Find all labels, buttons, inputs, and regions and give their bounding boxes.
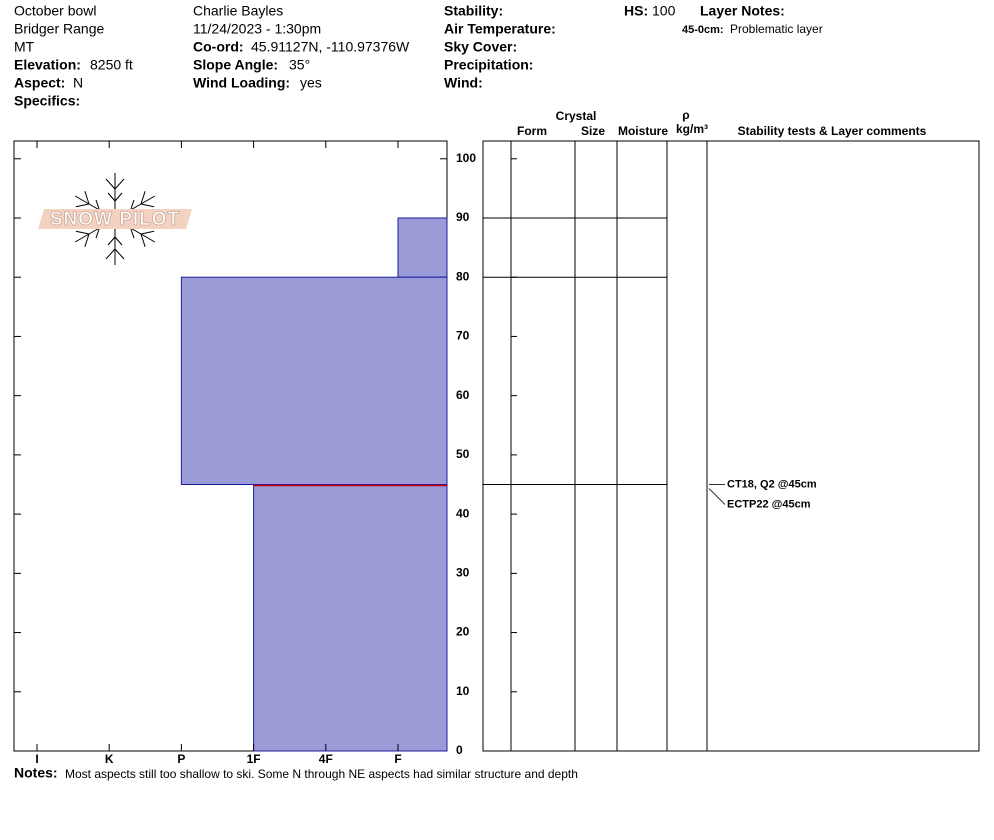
coord-label: Co-ord: xyxy=(193,39,244,55)
wind-loading: yes xyxy=(300,75,322,91)
hs: 100 xyxy=(652,3,676,19)
test-label: CT18, Q2 @45cm xyxy=(727,478,817,490)
layer xyxy=(180,276,448,485)
wind-loading-label: Wind Loading: xyxy=(193,75,290,91)
logo xyxy=(38,173,192,265)
location: October bowl xyxy=(14,3,96,19)
observer: Charlie Bayles xyxy=(193,3,283,19)
datetime: 11/24/2023 - 1:30pm xyxy=(193,21,321,37)
y-tick-label: 10 xyxy=(456,684,470,698)
x-tick-label: 1F xyxy=(247,752,261,766)
table-frame xyxy=(482,140,980,752)
y-tick-label: 30 xyxy=(456,566,470,580)
density-unit: kg/m³ xyxy=(676,122,708,136)
test-arrow xyxy=(708,488,726,505)
moisture-header: Moisture xyxy=(618,124,668,138)
slope-label: Slope Angle: xyxy=(193,57,278,73)
notes: Most aspects still too shallow to ski. S… xyxy=(65,767,578,781)
air-temp-label: Air Temperature: xyxy=(444,21,556,37)
y-tick-label: 20 xyxy=(456,625,470,639)
x-tick-label: I xyxy=(35,752,38,766)
layer-notes-label: Layer Notes: xyxy=(700,3,785,19)
size-header: Size xyxy=(581,124,605,138)
notes-label: Notes: xyxy=(14,765,58,781)
elevation: 8250 ft xyxy=(90,57,133,73)
hs-label: HS: xyxy=(624,3,648,19)
sky-label: Sky Cover: xyxy=(444,39,517,55)
x-tick-label: K xyxy=(105,752,114,766)
stability-label: Stability: xyxy=(444,3,503,19)
precip-label: Precipitation: xyxy=(444,57,533,73)
density-symbol: ρ xyxy=(682,108,689,122)
x-tick-label: P xyxy=(177,752,185,766)
wind-label: Wind: xyxy=(444,75,483,91)
elevation-label: Elevation: xyxy=(14,57,81,73)
state: MT xyxy=(14,39,35,55)
y-tick-label: 90 xyxy=(456,210,470,224)
specifics-label: Specifics: xyxy=(14,93,80,109)
aspect: N xyxy=(73,75,83,91)
y-tick-label: 50 xyxy=(456,447,470,461)
form-header: Form xyxy=(517,124,547,138)
crystal-header: Crystal xyxy=(556,109,597,123)
y-tick-label: 80 xyxy=(456,269,470,283)
layer xyxy=(397,217,448,278)
logo-text: SNOW PILOT xyxy=(50,209,180,230)
layer-note-range: 45-0cm: xyxy=(682,24,724,36)
y-tick-label: 70 xyxy=(456,329,470,343)
x-tick-label: F xyxy=(394,752,401,766)
coord: 45.91127N, -110.97376W xyxy=(251,39,410,55)
layer-note: Problematic layer xyxy=(730,22,823,36)
aspect-label: Aspect: xyxy=(14,75,65,91)
y-tick-label: 40 xyxy=(456,506,470,520)
test-label: ECTP22 @45cm xyxy=(727,498,811,510)
layer xyxy=(253,483,448,752)
x-tick-label: 4F xyxy=(319,752,333,766)
y-tick-label: 60 xyxy=(456,388,470,402)
range: Bridger Range xyxy=(14,21,104,37)
y-tick-label: 0 xyxy=(456,743,463,757)
comments-header: Stability tests & Layer comments xyxy=(738,124,927,138)
y-tick-label: 100 xyxy=(456,151,476,165)
slope: 35° xyxy=(289,57,310,73)
